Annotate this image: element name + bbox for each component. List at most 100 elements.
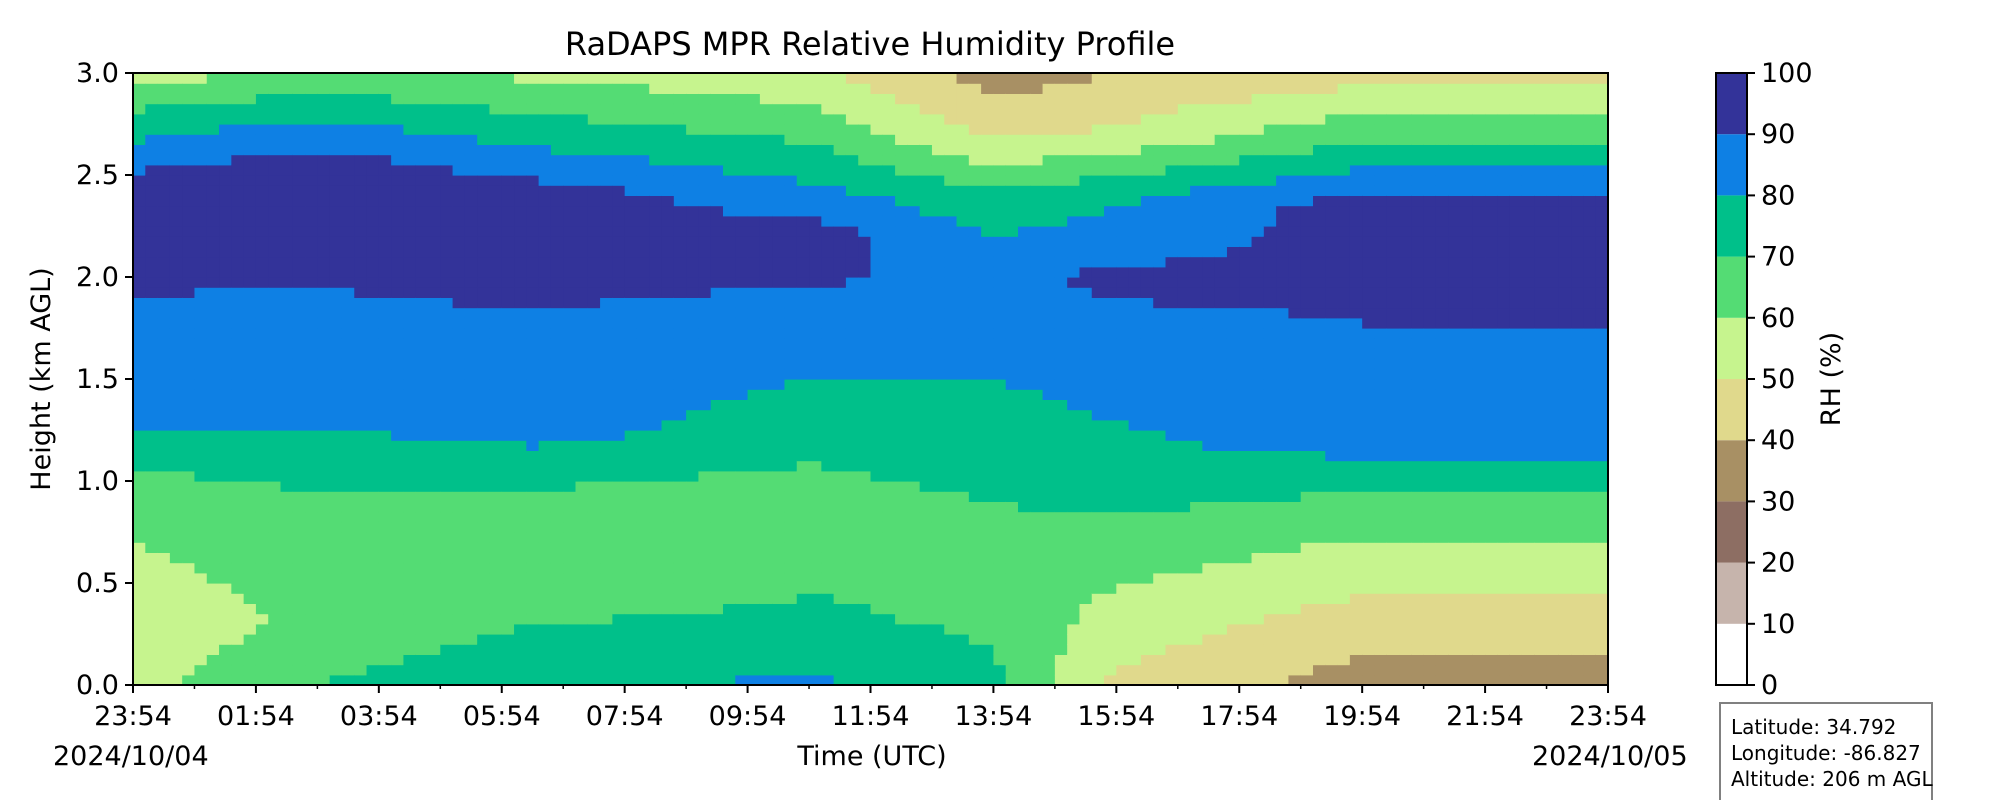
rh-cell — [612, 664, 626, 676]
rh-cell — [268, 532, 282, 543]
rh-cell — [292, 440, 306, 451]
rh-cell — [526, 103, 540, 115]
rh-cell — [858, 409, 872, 421]
rh-cell — [280, 501, 294, 513]
rh-cell — [563, 603, 577, 615]
rh-cell — [1042, 613, 1056, 625]
rh-cell — [956, 83, 970, 94]
rh-cell — [1054, 175, 1068, 186]
rh-cell — [698, 328, 712, 339]
rh-cell — [624, 256, 638, 268]
rh-cell — [784, 501, 798, 513]
rh-cell — [157, 307, 171, 319]
rh-cell — [317, 277, 331, 288]
rh-cell — [452, 552, 466, 564]
rh-cell — [698, 389, 712, 400]
rh-cell — [329, 501, 343, 513]
rh-cell — [403, 501, 417, 513]
rh-cell — [194, 572, 208, 584]
rh-cell — [268, 542, 282, 553]
rh-cell — [907, 470, 921, 482]
rh-cell — [1104, 175, 1117, 186]
rh-cell — [735, 358, 749, 370]
rh-cell — [845, 226, 859, 237]
rh-cell — [870, 246, 884, 258]
rh-cell — [723, 664, 736, 676]
rh-cell — [354, 287, 368, 298]
rh-cell — [1042, 113, 1056, 125]
rh-cell — [636, 613, 650, 625]
rh-cell — [686, 664, 700, 676]
rh-cell — [944, 256, 958, 268]
rh-cell — [796, 338, 810, 349]
rh-cell — [1116, 644, 1130, 655]
rh-cell — [391, 532, 405, 543]
rh-cell — [514, 215, 527, 227]
rh-cell — [661, 83, 675, 94]
rh-cell — [305, 368, 318, 380]
rh-cell — [1005, 236, 1019, 247]
rh-cell — [747, 379, 761, 390]
rh-cell — [809, 317, 822, 329]
rh-cell — [981, 450, 995, 462]
rh-cell — [305, 307, 318, 319]
rh-cell — [821, 460, 835, 472]
rh-cell — [415, 552, 429, 564]
rh-cell — [157, 664, 171, 676]
rh-cell — [440, 450, 454, 462]
rh-cell — [391, 623, 405, 635]
rh-cell — [833, 379, 847, 390]
rh-cell — [1005, 144, 1019, 156]
rh-cell — [1042, 379, 1056, 390]
rh-cell — [206, 164, 220, 176]
rh-cell — [169, 562, 183, 574]
rh-cell — [526, 134, 540, 145]
rh-cell — [526, 83, 540, 94]
rh-cell — [231, 83, 245, 94]
rh-cell — [600, 83, 613, 94]
rh-cell — [845, 215, 859, 227]
rh-cell — [329, 277, 343, 288]
rh-cell — [550, 246, 564, 258]
rh-cell — [268, 634, 282, 645]
rh-cell — [317, 328, 331, 339]
rh-cell — [636, 440, 650, 451]
rh-cell — [145, 572, 159, 584]
rh-cell — [956, 460, 970, 472]
rh-cell — [809, 338, 822, 349]
rh-cell — [1030, 124, 1044, 135]
rh-cell — [391, 644, 405, 655]
rh-cell — [145, 399, 159, 411]
rh-cell — [747, 256, 761, 268]
rh-cell — [514, 256, 527, 268]
rh-cell — [1104, 113, 1117, 125]
rh-cell — [1079, 368, 1093, 380]
rh-cell — [268, 583, 282, 594]
rh-cell — [587, 134, 601, 145]
rh-cell — [231, 481, 245, 492]
rh-cell — [686, 266, 700, 278]
rh-cell — [575, 266, 589, 278]
rh-cell — [956, 236, 970, 247]
rh-cell — [821, 83, 835, 94]
rh-cell — [612, 501, 626, 513]
rh-cell — [378, 226, 392, 237]
rh-cell — [895, 205, 908, 217]
rh-cell — [366, 470, 380, 482]
rh-cell — [292, 297, 306, 309]
rh-cell — [882, 379, 896, 390]
rh-cell — [1054, 532, 1068, 543]
rh-cell — [661, 124, 675, 135]
rh-cell — [735, 562, 749, 574]
rh-cell — [710, 307, 724, 319]
rh-cell — [1128, 328, 1142, 339]
rh-cell — [243, 358, 257, 370]
rh-cell — [698, 205, 712, 217]
rh-cell — [1018, 470, 1031, 482]
rh-cell — [464, 379, 478, 390]
rh-cell — [686, 481, 700, 492]
rh-cell — [895, 481, 908, 492]
rh-cell — [661, 338, 675, 349]
rh-cell — [415, 124, 429, 135]
rh-cell — [243, 338, 257, 349]
